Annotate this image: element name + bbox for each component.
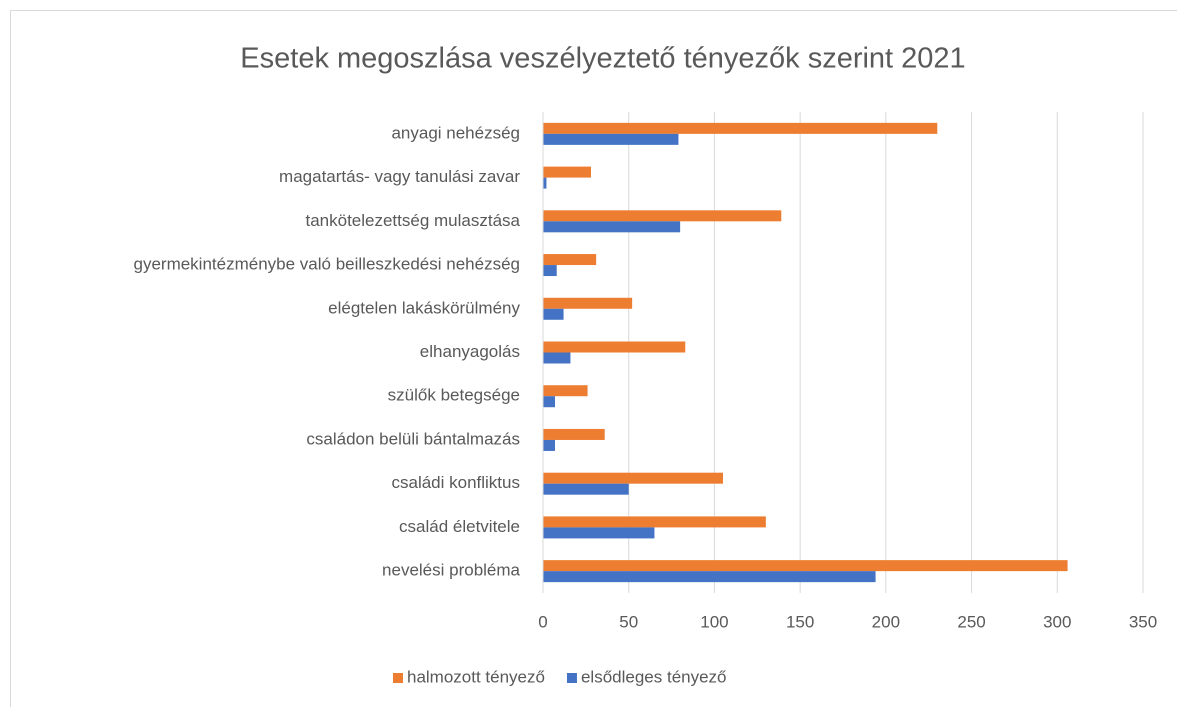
- y-tick-label: nevelési probléma: [382, 561, 521, 580]
- x-tick-label: 200: [872, 612, 900, 631]
- bar: [543, 527, 654, 538]
- bar: [543, 473, 723, 484]
- chart-border: [11, 11, 1177, 708]
- y-tick-label: magatartás- vagy tanulási zavar: [279, 167, 520, 186]
- x-tick-label: 50: [619, 612, 638, 631]
- bar: [543, 298, 632, 309]
- y-tick-label: családon belüli bántalmazás: [306, 429, 520, 448]
- y-tick-label: tankötelezettség mulasztása: [305, 211, 520, 230]
- x-tick-label: 250: [957, 612, 985, 631]
- x-tick-label: 350: [1129, 612, 1157, 631]
- bar: [543, 560, 1068, 571]
- bar: [543, 385, 588, 396]
- bar: [543, 134, 678, 145]
- y-tick-label: elhanyagolás: [420, 342, 520, 361]
- bar: [543, 254, 596, 265]
- bar: [543, 429, 605, 440]
- bar: [543, 178, 546, 189]
- y-tick-label: anyagi nehézség: [391, 123, 520, 142]
- y-tick-label: család életvitele: [399, 517, 520, 536]
- bar: [543, 396, 555, 407]
- y-tick-label: szülők betegsége: [388, 386, 520, 405]
- bar: [543, 440, 555, 451]
- legend-swatch: [567, 673, 577, 683]
- y-tick-label: gyermekintézménybe való beilleszkedési n…: [134, 255, 521, 274]
- y-tick-label: elégtelen lakáskörülmény: [328, 298, 520, 317]
- x-tick-label: 100: [700, 612, 728, 631]
- bar: [543, 167, 591, 178]
- bar: [543, 123, 937, 134]
- x-tick-label: 0: [538, 612, 547, 631]
- bar: [543, 342, 685, 353]
- chart-title: Esetek megoszlása veszélyeztető tényezők…: [240, 43, 965, 75]
- bar: [543, 210, 781, 221]
- x-tick-label: 300: [1043, 612, 1071, 631]
- bar: [543, 265, 557, 276]
- bar: [543, 516, 766, 527]
- bar: [543, 571, 876, 582]
- legend-label: elsődleges tényező: [581, 667, 727, 686]
- bar: [543, 221, 680, 232]
- bar: [543, 484, 629, 495]
- y-tick-label: családi konfliktus: [391, 473, 520, 492]
- x-tick-label: 150: [786, 612, 814, 631]
- bar: [543, 353, 570, 364]
- legend-label: halmozott tényező: [407, 667, 545, 686]
- legend-swatch: [393, 673, 403, 683]
- bar: [543, 309, 564, 320]
